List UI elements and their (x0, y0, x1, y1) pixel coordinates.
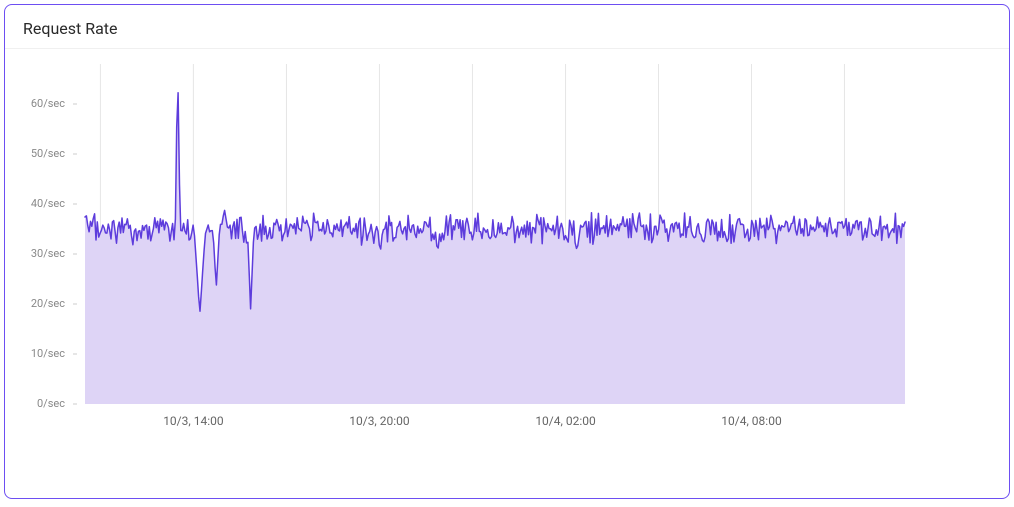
chart-svg: 0/sec 10/sec 20/sec 30/sec 40/sec 50/sec 60/se… (5, 49, 1010, 479)
series-area (85, 93, 905, 404)
svg-text:10/4, 08:00: 10/4, 08:00 (721, 414, 782, 428)
svg-text:20/sec: 20/sec (31, 297, 65, 310)
svg-text:50/sec: 50/sec (31, 147, 65, 160)
svg-text:10/4, 02:00: 10/4, 02:00 (535, 414, 596, 428)
svg-text:10/3, 14:00: 10/3, 14:00 (163, 414, 224, 428)
svg-text:40/sec: 40/sec (31, 197, 65, 210)
svg-text:60/sec: 60/sec (31, 97, 65, 110)
svg-text:10/sec: 10/sec (31, 347, 65, 360)
svg-text:30/sec: 30/sec (31, 247, 65, 260)
svg-text:0/sec: 0/sec (37, 397, 65, 410)
panel-title: Request Rate (23, 19, 117, 38)
chart-panel: Request Rate 0/sec 10/sec 20/sec 30/sec 40/s… (4, 4, 1010, 499)
chart-area[interactable]: 0/sec 10/sec 20/sec 30/sec 40/sec 50/sec 60/se… (5, 49, 1009, 498)
svg-text:10/3, 20:00: 10/3, 20:00 (349, 414, 410, 428)
panel-header: Request Rate (5, 5, 1009, 49)
